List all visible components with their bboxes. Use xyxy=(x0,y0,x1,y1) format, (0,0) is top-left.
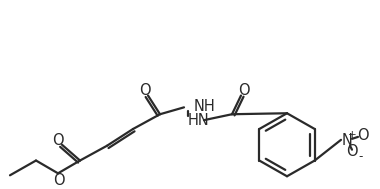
Text: +: + xyxy=(348,130,357,140)
Text: NH: NH xyxy=(194,99,216,114)
Text: O: O xyxy=(357,128,369,143)
Text: -: - xyxy=(359,150,363,163)
Text: O: O xyxy=(52,133,64,148)
Text: O: O xyxy=(346,144,358,159)
Text: O: O xyxy=(53,173,65,188)
Text: N: N xyxy=(342,133,352,148)
Text: O: O xyxy=(139,83,151,98)
Text: O: O xyxy=(238,83,250,98)
Text: HN: HN xyxy=(188,113,210,128)
